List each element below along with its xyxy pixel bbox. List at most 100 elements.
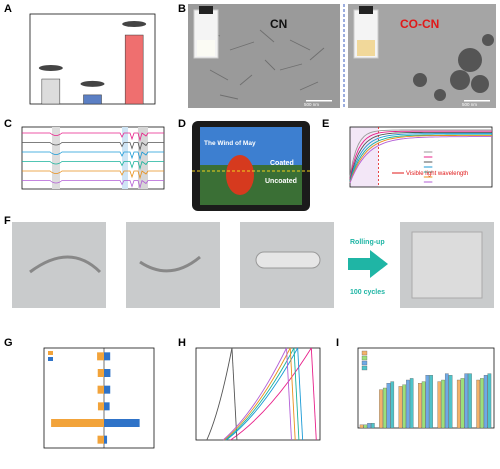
unloading-curve (293, 347, 300, 441)
series-line (349, 131, 492, 181)
unloading-curve (310, 347, 317, 441)
label-cn: CN (270, 17, 287, 31)
panel-f: F Rolling-up 100 cycles (0, 212, 500, 334)
legend-swatch (361, 350, 368, 356)
bar (398, 386, 403, 429)
panel-label: F (4, 215, 11, 227)
panel-label: C (4, 118, 12, 130)
hardness-bar (97, 385, 104, 394)
panel-c: C (0, 115, 170, 215)
bar (406, 379, 410, 429)
legend-swatch (361, 365, 368, 371)
bar (418, 383, 422, 429)
modulus-bar (104, 369, 111, 377)
plot-frame (195, 347, 321, 441)
panel-h: H (170, 334, 330, 469)
tem-images: B CN 500 nm CO-CN 500 nm (178, 3, 496, 108)
tem-clusters-cocn (413, 34, 494, 101)
hardness-bar (51, 419, 104, 427)
bar (456, 379, 461, 429)
bar (483, 375, 488, 429)
modulus-bar (104, 402, 110, 411)
chart-e: E Visible light wavelength (322, 118, 493, 188)
rolling-arrow (348, 250, 388, 278)
loading-curve (225, 347, 295, 441)
panel-g: G (0, 334, 170, 469)
panel-label: I (336, 337, 339, 349)
scale-bar-label-cn: 500 nm (304, 102, 319, 107)
vial-content-cocn (357, 40, 375, 56)
series-line (22, 160, 164, 170)
chart-i: I (336, 337, 495, 429)
bar (390, 381, 395, 429)
bar (460, 378, 465, 429)
panel-label: H (178, 337, 186, 349)
panel-label: A (4, 3, 12, 15)
panel-label: G (4, 337, 13, 349)
vial-content-cn (197, 40, 215, 56)
bar (83, 94, 102, 105)
bar (444, 373, 449, 429)
plot-frame (43, 347, 155, 449)
bar (441, 379, 445, 429)
band-highlight (138, 127, 148, 189)
chart-g: G (4, 337, 155, 449)
rolling-up-label: Rolling-up (350, 239, 385, 246)
hardness-bar (97, 369, 104, 377)
modulus-bar (104, 385, 111, 394)
chart-a: A (4, 3, 156, 105)
film-twist (139, 255, 201, 273)
bar (379, 389, 383, 429)
panel-label: E (322, 118, 329, 130)
panel-label: B (178, 3, 186, 15)
series-line (22, 141, 164, 151)
bar (409, 378, 414, 429)
unloading-curve (286, 347, 292, 441)
vial-cap-cocn (359, 6, 373, 14)
panel-i: I (330, 334, 500, 469)
series-line (22, 132, 164, 142)
scale-bar-label-cocn: 500 nm (462, 102, 477, 107)
bar (124, 34, 144, 105)
bar (41, 78, 61, 105)
series-line (22, 170, 164, 180)
modulus-bar (104, 352, 111, 361)
bar (425, 375, 430, 429)
bar (487, 373, 492, 429)
panel-label: D (178, 118, 186, 130)
band-highlight (122, 127, 128, 189)
film-flat (411, 231, 483, 299)
bar (367, 423, 371, 429)
legend-swatch (48, 357, 53, 361)
bar (480, 378, 484, 429)
chart-h: H (178, 337, 321, 441)
bar (429, 375, 433, 429)
visible-light-annotation: Visible light wavelength (406, 171, 468, 177)
cycles-label: 100 cycles (350, 289, 385, 296)
bar (421, 381, 426, 429)
droplet-image (38, 65, 63, 72)
unloading-curve (231, 347, 238, 441)
loading-curve (230, 347, 312, 441)
hardness-bar (97, 402, 104, 411)
droplet-image (122, 21, 147, 28)
panel-d: D The Wind of May Coated Uncoated (170, 115, 320, 215)
film-bend (29, 255, 102, 274)
coating-photo: D The Wind of May Coated Uncoated (178, 118, 310, 211)
bar (363, 424, 368, 429)
hardness-bar (97, 435, 104, 444)
loading-curve (226, 347, 299, 441)
unloading-curve (297, 347, 304, 441)
photo-twists (126, 222, 220, 308)
bar (359, 424, 364, 429)
series-line (22, 151, 164, 161)
chart-c: C (4, 118, 165, 190)
legend-swatch (48, 351, 53, 355)
scale-bar-cn (306, 100, 332, 102)
panel-b: B CN 500 nm CO-CN 500 nm (170, 0, 500, 125)
droplet-image (80, 80, 105, 87)
bar (371, 423, 375, 429)
scale-bar-cocn (464, 100, 490, 102)
bar (382, 387, 387, 429)
unloading-curve (289, 347, 296, 441)
